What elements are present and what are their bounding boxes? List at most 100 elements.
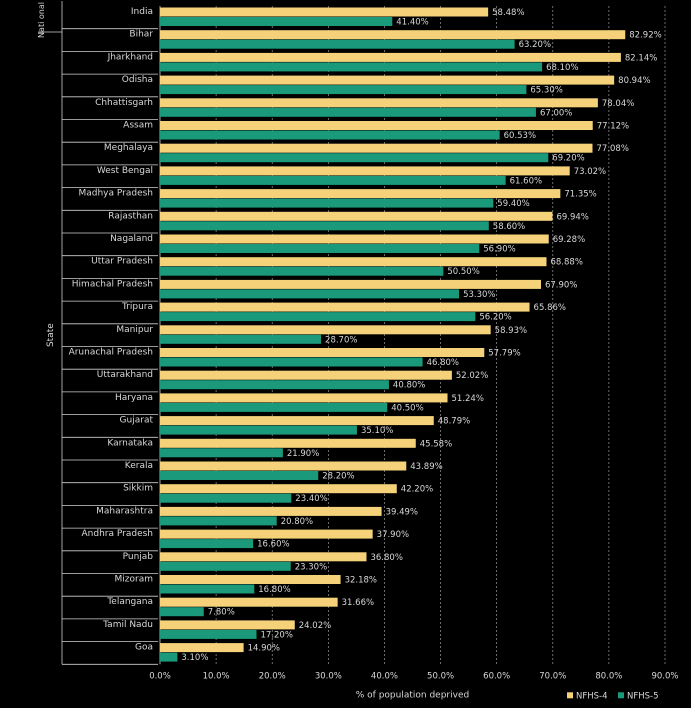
- bar-nfhs5: [160, 62, 543, 72]
- data-label-nfhs5: 58.60%: [493, 222, 525, 232]
- data-label-nfhs4: 42.20%: [401, 485, 433, 495]
- bar-nfhs4: [160, 166, 570, 176]
- category-label: Rajasthan: [108, 211, 153, 221]
- category-label: Haryana: [115, 393, 153, 403]
- bar-nfhs4: [160, 143, 593, 153]
- data-label-nfhs4: 80.94%: [618, 76, 650, 86]
- bar-nfhs5: [160, 402, 388, 412]
- category-label: Tripura: [121, 302, 153, 312]
- bar-nfhs5: [160, 357, 423, 367]
- category-label: Odisha: [122, 75, 153, 85]
- data-label-nfhs5: 65.30%: [530, 86, 562, 96]
- bar-nfhs5: [160, 584, 255, 594]
- data-label-nfhs5: 59.40%: [497, 199, 529, 209]
- bar-nfhs4: [160, 52, 621, 62]
- bar-nfhs4: [160, 348, 485, 357]
- data-label-nfhs5: 28.20%: [322, 472, 354, 482]
- bar-nfhs4: [160, 393, 448, 403]
- x-tick-label: 60.0%: [483, 671, 510, 681]
- bar-nfhs5: [160, 448, 283, 458]
- bar-nfhs5: [160, 266, 444, 276]
- category-label: Nagaland: [110, 234, 153, 244]
- category-label: Chhattisgarh: [95, 98, 153, 108]
- bar-nfhs5: [160, 312, 476, 322]
- bar-nfhs5: [160, 334, 322, 344]
- category-label: Himachal Pradesh: [72, 279, 153, 289]
- category-label: Assam: [123, 121, 153, 131]
- bar-nfhs5: [160, 175, 506, 185]
- category-label: Goa: [135, 643, 153, 653]
- bar-nfhs4: [160, 75, 615, 85]
- category-label: Kerala: [125, 461, 153, 471]
- data-label-nfhs4: 32.18%: [345, 576, 377, 586]
- data-label-nfhs5: 23.40%: [295, 494, 327, 504]
- bar-nfhs4: [160, 7, 489, 17]
- category-label: Tamil Nadu: [102, 620, 153, 630]
- data-label-nfhs5: 40.50%: [391, 403, 423, 413]
- data-label-nfhs4: 73.02%: [574, 167, 606, 177]
- bar-nfhs5: [160, 493, 292, 503]
- x-axis-ticks: 0.0% 10.0% 20.0% 30.0% 40.0% 50.0% 60.0% 70.0% 8…: [149, 671, 678, 681]
- data-label-nfhs5: 56.90%: [483, 245, 515, 255]
- data-label-nfhs4: 71.35%: [564, 190, 596, 200]
- y-axis-title: State: [46, 323, 56, 347]
- bar-nfhs4: [160, 597, 338, 607]
- bar-nfhs4: [160, 370, 452, 380]
- data-label-nfhs5: 23.30%: [295, 562, 327, 572]
- legend-label-nfhs5: NFHS-5: [627, 691, 659, 701]
- data-label-nfhs5: 41.40%: [396, 18, 428, 28]
- x-tick-label: 80.0%: [595, 671, 622, 681]
- data-label-nfhs4: 36.80%: [370, 553, 402, 563]
- category-label: Arunachal Pradesh: [69, 348, 153, 358]
- data-label-nfhs4: 37.90%: [377, 530, 409, 540]
- data-label-nfhs5: 60.53%: [504, 131, 536, 141]
- bar-nfhs4: [160, 98, 598, 108]
- bar-nfhs4: [160, 302, 530, 312]
- chart-rows: India Bihar Jharkhand Odisha Chhattisgarh Ass…: [38, 1, 161, 665]
- bar-nfhs4: [160, 211, 553, 221]
- legend-swatch-nfhs5: [618, 692, 624, 699]
- bar-nfhs5: [160, 629, 257, 639]
- x-tick-label: 30.0%: [315, 671, 342, 681]
- data-label-nfhs5: 3.10%: [181, 653, 208, 663]
- bar-nfhs5: [160, 539, 254, 549]
- bar-nfhs4: [160, 461, 407, 471]
- category-label: Uttar Pradesh: [91, 257, 153, 267]
- chart-bars: 58.48% 41.40% 82.92% 63.20% 82.14% 68.10% 80.9…: [160, 7, 662, 663]
- data-label-nfhs5: 7.80%: [208, 608, 235, 618]
- bar-nfhs5: [160, 289, 460, 299]
- bar-nfhs4: [160, 529, 373, 539]
- bar-nfhs4: [160, 30, 626, 40]
- x-tick-label: 50.0%: [427, 671, 454, 681]
- data-label-nfhs4: 67.90%: [545, 280, 577, 290]
- bar-nfhs4: [160, 575, 341, 584]
- bar-nfhs4: [160, 438, 416, 448]
- x-tick-label: 40.0%: [371, 671, 398, 681]
- data-label-nfhs4: 58.48%: [492, 8, 524, 18]
- x-tick-label: 10.0%: [203, 671, 230, 681]
- data-label-nfhs4: 52.02%: [456, 371, 488, 381]
- x-tick-label: 70.0%: [539, 671, 566, 681]
- bar-nfhs4: [160, 506, 382, 516]
- bar-nfhs5: [160, 380, 389, 390]
- data-label-nfhs5: 16.80%: [258, 585, 290, 595]
- x-axis-title: % of population deprived: [356, 690, 469, 700]
- data-label-nfhs4: 51.24%: [452, 394, 484, 404]
- data-label-nfhs5: 35.10%: [361, 426, 393, 436]
- bar-nfhs5: [160, 130, 500, 140]
- bar-nfhs4: [160, 121, 593, 130]
- category-label: Bihar: [129, 30, 153, 40]
- data-label-nfhs4: 31.66%: [342, 598, 374, 608]
- bar-nfhs5: [160, 561, 291, 571]
- bar-nfhs5: [160, 221, 489, 231]
- x-tick-label: 90.0%: [651, 671, 678, 681]
- data-label-nfhs4: 65.86%: [534, 303, 566, 313]
- legend: NFHS-4 NFHS-5: [567, 691, 659, 701]
- bar-nfhs5: [160, 153, 549, 163]
- bar-nfhs4: [160, 279, 541, 289]
- bar-nfhs4: [160, 189, 561, 199]
- data-label-nfhs5: 17.20%: [261, 630, 293, 640]
- data-label-nfhs5: 61.60%: [510, 176, 542, 186]
- category-label: Manipur: [116, 325, 153, 335]
- category-label: Meghalaya: [104, 143, 153, 153]
